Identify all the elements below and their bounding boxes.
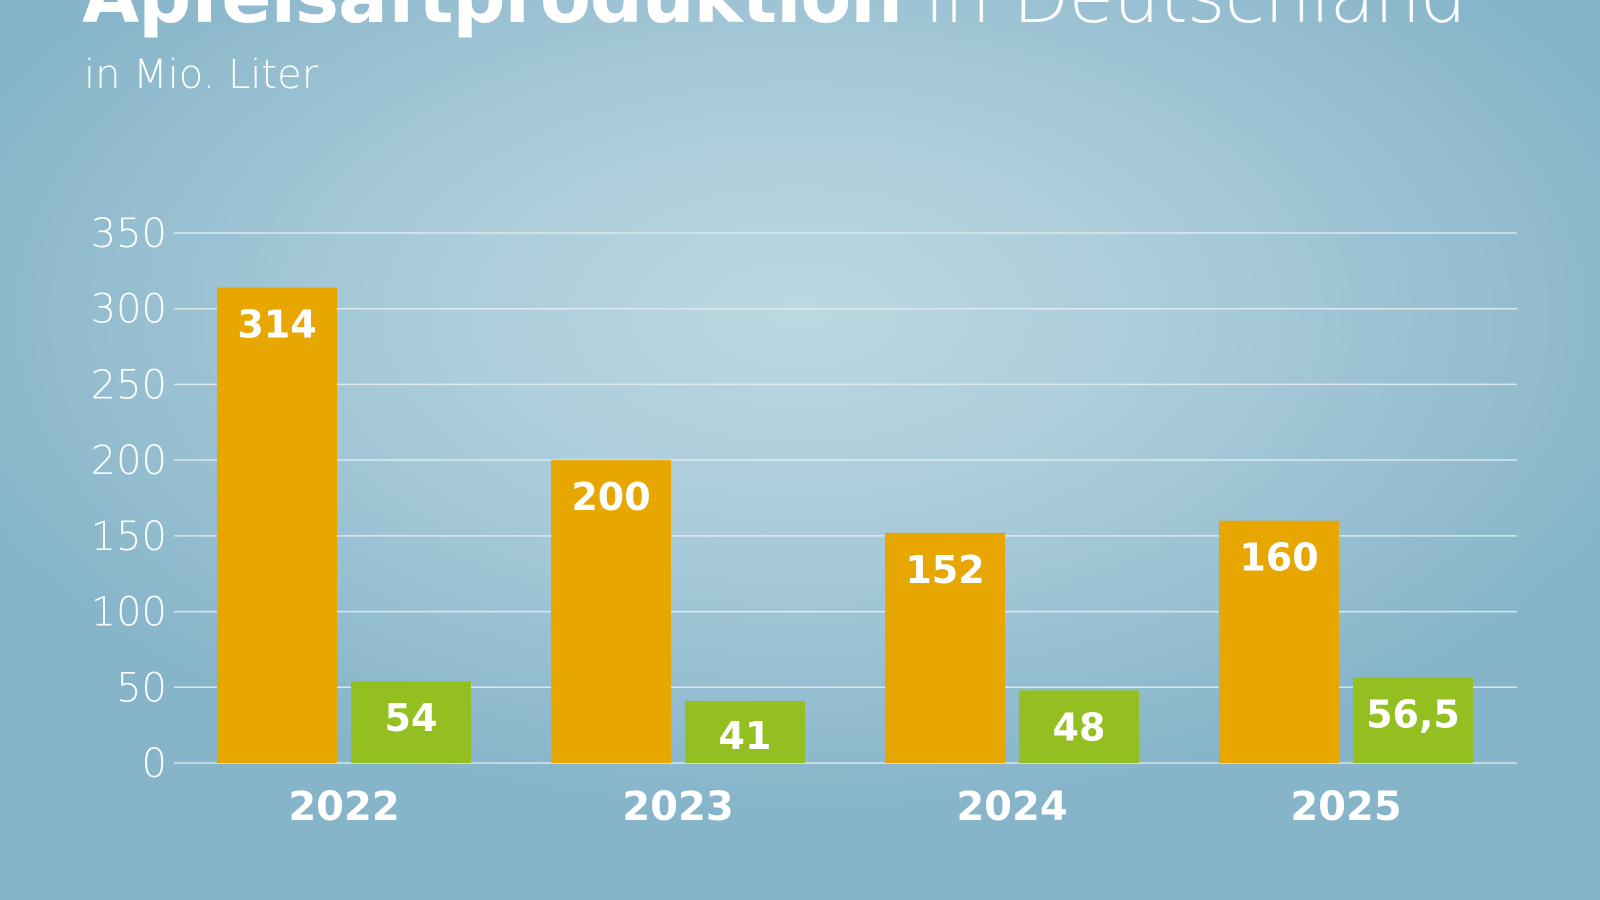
data-label: 56,5: [1366, 692, 1460, 736]
y-tick-label: 50: [116, 665, 167, 711]
y-tick-label: 100: [91, 590, 167, 636]
chart-title: Apfelsaftproduktion in Deutschland: [82, 0, 1467, 34]
bar-2025-series-2: [1353, 677, 1473, 763]
bar-2024-series-2: [1019, 690, 1139, 763]
bar-2023-series-2: [685, 700, 805, 763]
bar-2023-series-1: [551, 460, 671, 763]
data-label: 200: [571, 475, 650, 519]
x-tick-label: 2025: [1290, 784, 1401, 830]
y-tick-label: 150: [91, 514, 167, 560]
data-label: 41: [719, 714, 772, 758]
data-label: 152: [905, 548, 984, 592]
y-tick-label: 350: [91, 211, 167, 257]
chart-title-rest: in Deutschland: [925, 0, 1467, 40]
y-tick-label: 200: [91, 438, 167, 484]
bar-2022-series-2: [351, 681, 471, 763]
y-tick-label: 250: [91, 362, 167, 408]
data-label: 160: [1239, 536, 1318, 580]
x-tick-label: 2024: [956, 784, 1067, 830]
chart-subtitle: in Mio. Liter: [84, 52, 319, 98]
data-label: 48: [1053, 705, 1106, 749]
bar-2025-series-1: [1219, 520, 1339, 763]
y-tick-label: 300: [91, 287, 167, 333]
x-tick-label: 2023: [622, 784, 733, 830]
bar-2024-series-1: [885, 532, 1005, 763]
bar-2022-series-1: [217, 287, 337, 763]
chart-title-bold: Apfelsaftproduktion: [82, 0, 903, 40]
x-tick-label: 2022: [288, 784, 399, 830]
data-label: 314: [237, 303, 316, 347]
data-label: 54: [385, 696, 438, 740]
y-tick-label: 0: [142, 741, 167, 787]
